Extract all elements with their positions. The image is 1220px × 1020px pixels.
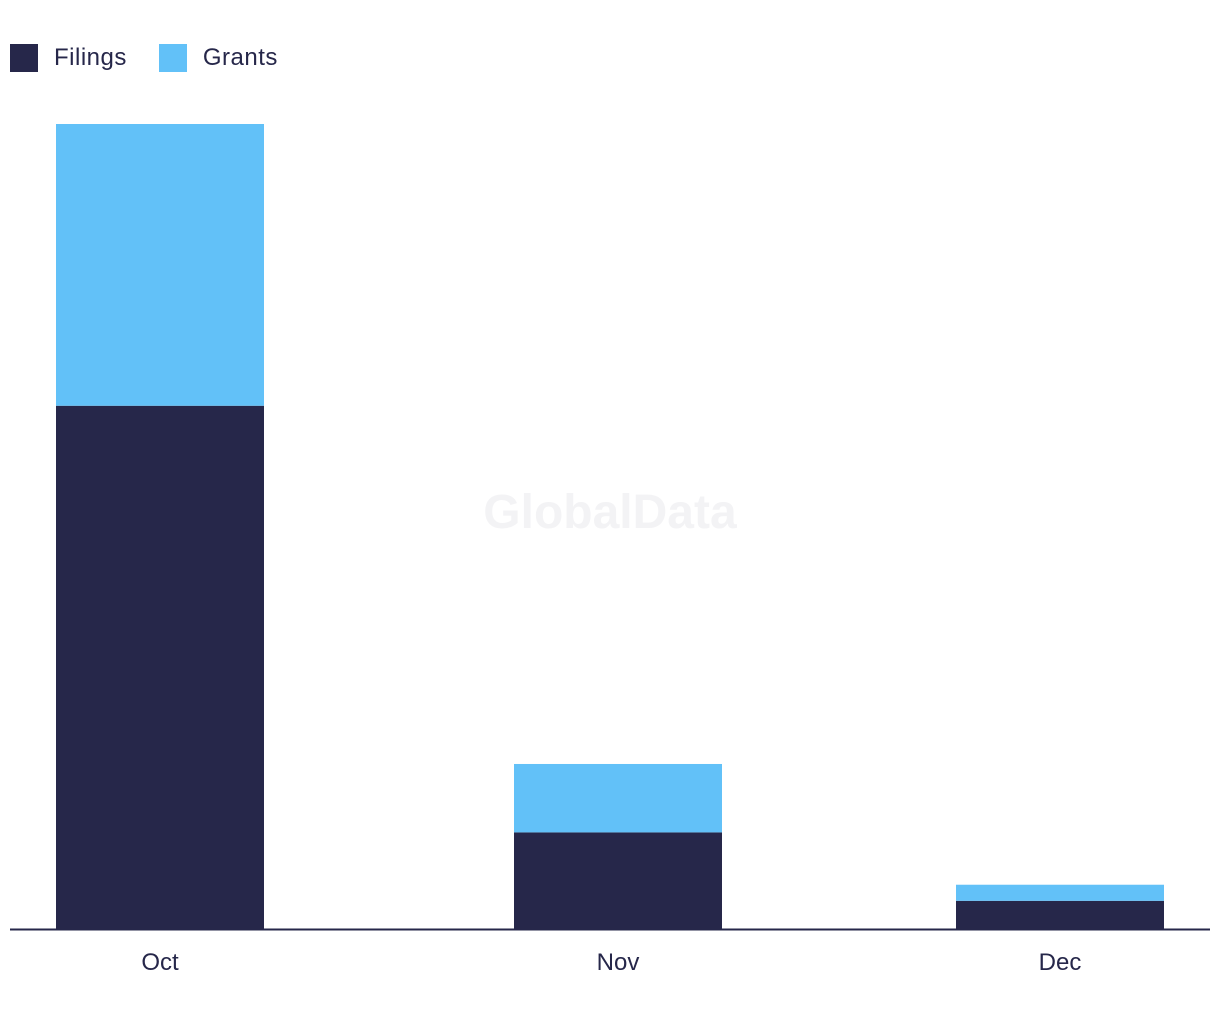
bar-filings-dec bbox=[956, 900, 1164, 929]
x-tick-label-oct: Oct bbox=[141, 949, 179, 976]
legend-label-grants: Grants bbox=[202, 44, 278, 71]
watermark: GlobalData bbox=[483, 486, 737, 539]
legend-item-grants: Grants bbox=[158, 44, 278, 72]
legend-item-filings: Filings bbox=[10, 44, 127, 72]
legend-swatch-filings bbox=[10, 44, 38, 72]
legend-swatch-grants bbox=[158, 44, 187, 72]
x-tick-label-nov: Nov bbox=[597, 949, 640, 976]
bars-group bbox=[56, 124, 1164, 929]
bar-filings-nov bbox=[514, 832, 722, 929]
bar-grants-dec bbox=[956, 884, 1164, 901]
bar-filings-oct bbox=[56, 405, 264, 929]
x-tick-label-dec: Dec bbox=[1039, 949, 1082, 976]
bar-grants-oct bbox=[56, 124, 264, 406]
bar-grants-nov bbox=[514, 763, 722, 833]
chart-legend: Filings Grants bbox=[10, 40, 310, 76]
legend-label-filings: Filings bbox=[54, 44, 127, 71]
x-tick-labels: Oct Nov Dec bbox=[141, 949, 1081, 976]
